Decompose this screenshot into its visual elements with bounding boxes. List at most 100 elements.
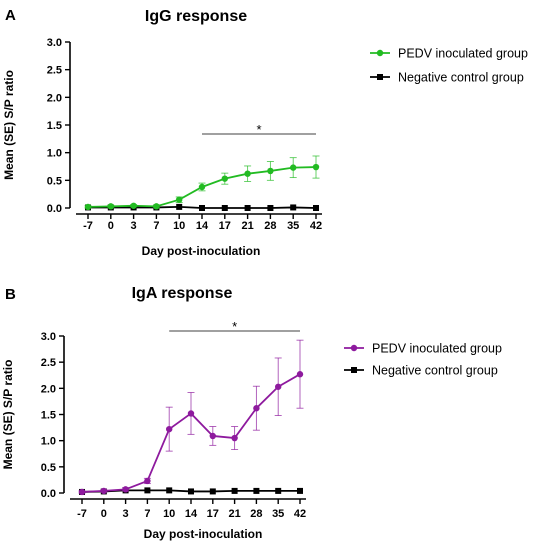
chart-title: IgG response (145, 8, 247, 25)
series-pedv-inoculated (84, 155, 320, 211)
chart-panel-b: B IgA response 0.0 0.5 1.0 1.5 2.0 2.5 3.0 -7 0 3 7 1… (1, 285, 502, 541)
data-point (267, 167, 274, 175)
data-point (153, 203, 160, 210)
x-tick-label: 35 (287, 220, 299, 232)
x-tick-label: -7 (83, 220, 93, 232)
data-point (122, 486, 129, 493)
data-point (267, 205, 274, 211)
x-tick-label: 17 (219, 220, 231, 232)
legend-marker (377, 74, 383, 80)
x-axis-title: Day post-inoculation (142, 244, 261, 258)
y-tick-label: 1.5 (47, 120, 62, 132)
data-point (275, 383, 282, 390)
data-point (144, 477, 151, 485)
x-tick-label: 42 (294, 508, 306, 520)
data-point (166, 425, 173, 433)
y-tick-label: 3.0 (47, 37, 62, 49)
data-point (144, 487, 151, 494)
data-point (244, 205, 251, 211)
legend-marker (351, 367, 357, 373)
data-point (297, 487, 303, 494)
data-point (275, 487, 282, 494)
data-point (244, 170, 251, 177)
data-point (253, 487, 260, 494)
legend-item: PEDV inoculated group (370, 47, 528, 61)
x-tick-label: 42 (310, 220, 322, 232)
y-tick-label: 1.0 (41, 436, 56, 448)
x-tick-label: 35 (272, 508, 284, 520)
series-pedv-inoculated (78, 339, 304, 496)
x-tick-label: 17 (207, 508, 219, 520)
x-tick-label: 21 (241, 220, 253, 232)
y-tick-label: 1.5 (41, 410, 56, 422)
data-point (221, 205, 228, 211)
y-tick-label: 0.5 (41, 462, 56, 474)
x-tick-label: -7 (77, 508, 87, 520)
y-axis-title: Mean (SE) S/P ratio (2, 70, 16, 180)
y-tick-label: 1.0 (47, 148, 62, 160)
legend-label: PEDV inoculated group (398, 47, 528, 61)
chart-panel-a: A IgG response 0.0 0.5 1.0 1.5 2.0 2.5 3.0 -7 0 3 7 1… (2, 7, 528, 258)
y-tick-label: 2.0 (41, 383, 56, 395)
x-tick-label: 28 (250, 508, 262, 520)
legend-label: Negative control group (398, 71, 524, 85)
data-point (166, 487, 173, 494)
data-point (100, 487, 108, 495)
panel-letter: B (5, 286, 16, 303)
y-tick-label: 0.5 (47, 175, 62, 187)
x-tick-label: 21 (228, 508, 240, 520)
y-tick-label: 2.5 (41, 357, 56, 369)
data-point (199, 205, 205, 211)
data-point (231, 434, 238, 442)
x-tick-label: 7 (153, 220, 159, 232)
series-negative-control (85, 203, 319, 211)
data-point (253, 405, 260, 412)
x-tick-label: 3 (123, 508, 129, 520)
significance-star: * (232, 319, 237, 334)
legend-label: PEDV inoculated group (372, 342, 502, 356)
data-point (187, 410, 195, 417)
y-tick-label: 0.0 (41, 488, 56, 500)
data-point (221, 175, 228, 182)
significance-star: * (256, 122, 261, 137)
y-tick-label: 2.5 (47, 65, 62, 77)
data-point (78, 488, 86, 496)
data-point (231, 487, 238, 494)
x-tick-label: 14 (185, 508, 198, 520)
data-point (290, 164, 297, 171)
data-point (312, 163, 320, 171)
x-tick-label: 10 (163, 508, 175, 520)
x-tick-label: 7 (144, 508, 150, 520)
legend-marker (350, 344, 358, 352)
data-point (198, 183, 206, 191)
x-tick-label: 0 (101, 508, 107, 520)
legend-item: Negative control group (344, 364, 498, 378)
x-tick-label: 0 (108, 220, 114, 232)
x-tick-label: 10 (173, 220, 185, 232)
y-axis-title: Mean (SE) S/P ratio (1, 360, 15, 470)
x-axis-title: Day post-inoculation (144, 527, 263, 541)
data-point (313, 205, 319, 211)
y-tick-label: 0.0 (47, 203, 62, 215)
data-point (176, 203, 183, 210)
data-point (188, 488, 194, 495)
legend-marker (376, 49, 384, 57)
data-point (107, 203, 115, 210)
legend-label: Negative control group (372, 364, 498, 378)
data-point (209, 488, 216, 495)
panel-letter: A (5, 7, 16, 24)
x-tick-label: 14 (196, 220, 209, 232)
legend-item: Negative control group (370, 71, 524, 85)
x-tick-label: 3 (131, 220, 137, 232)
chart-title: IgA response (132, 285, 233, 302)
data-point (296, 371, 304, 378)
data-point (176, 196, 183, 203)
legend-item: PEDV inoculated group (344, 342, 502, 356)
y-tick-label: 2.0 (47, 92, 62, 104)
x-tick-label: 28 (264, 220, 276, 232)
data-point (84, 203, 92, 211)
data-point (130, 202, 137, 209)
y-tick-label: 3.0 (41, 331, 56, 343)
data-point (290, 204, 297, 211)
